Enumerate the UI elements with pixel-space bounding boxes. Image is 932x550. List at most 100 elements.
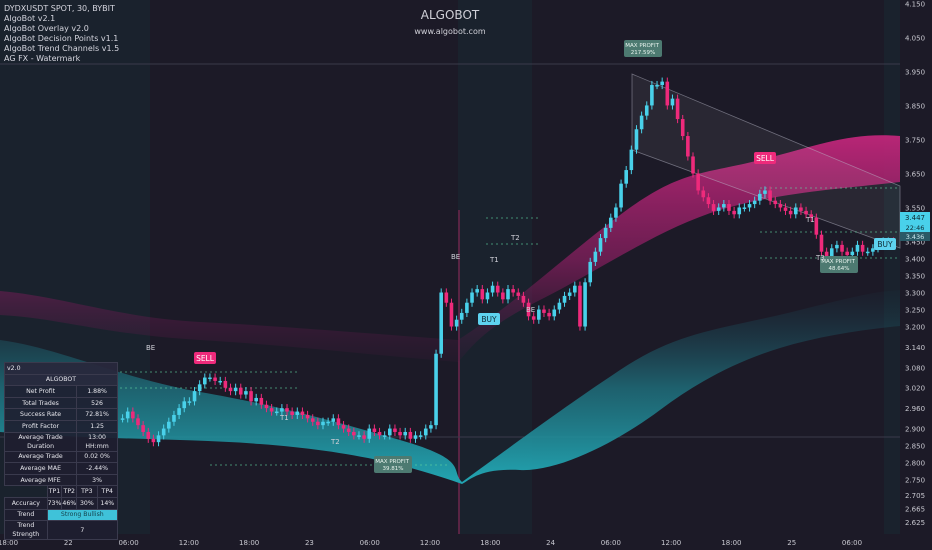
lower-band [0,290,900,484]
candle-bull [588,261,593,283]
candle-bear [732,210,736,215]
candle-bull [413,435,418,439]
price-tick-label: 2.750 [905,477,925,485]
candle-bull [208,377,212,380]
candle-bear [336,418,341,426]
candle-bear [449,302,454,327]
candle-bull [465,302,469,313]
candle-bull [752,200,757,205]
trend-value: Strong Bullish [46,508,119,522]
candle-bull [629,149,634,171]
accuracy-value: 73% [46,496,63,510]
candle-bull [244,391,248,395]
time-tick-label: 25 [787,539,796,547]
candle-bull [326,421,330,424]
time-tick-label: 06:00 [118,539,138,547]
candle-bull [537,309,541,320]
indicator-name[interactable]: AlgoBot v2.1 [4,14,56,23]
stats-label: Total Trades [3,396,78,410]
time-tick-label: 06:00 [601,539,621,547]
price-tick-label: 2.960 [905,405,925,413]
candle-bull [650,85,654,106]
candle-bull [233,387,238,392]
secondary-price-label: 3.436 [906,233,925,241]
candle-bull [655,85,659,87]
candle-bear [691,156,695,174]
candle-bull [490,285,495,293]
candle-bull [295,411,300,415]
indicator-name[interactable]: AlgoBot Trend Channels v1.5 [4,44,120,53]
time-tick-label: 18:00 [480,539,500,547]
buy-signal-badge [478,313,500,325]
candle-bull [603,227,608,239]
candle-bull [583,282,587,327]
target-label: T1 [489,256,499,264]
candle-bull [161,428,166,436]
candle-bull [598,238,603,252]
candle-bear [727,204,731,211]
candle-bull [562,295,567,303]
time-tick-label: 12:00 [661,539,681,547]
price-tick-label: 4.150 [905,0,925,8]
candle-bear [372,428,377,432]
stats-label: Trend Strength [4,520,48,541]
candle-bull [644,105,649,116]
price-tick-label: 3.400 [905,255,925,263]
time-tick-label: 18:00 [239,539,259,547]
candle-bull [608,217,613,228]
candle-bear [778,204,783,208]
candle-bear [845,251,849,256]
candle-bull [737,207,742,215]
candle-bull [871,248,875,252]
candle-bear [783,207,788,211]
candle-bull [619,183,623,208]
candle-bear [131,411,135,419]
candle-bear [213,377,217,381]
candle-bear [701,190,706,198]
indicator-name[interactable]: AlgoBot Decision Points v1.1 [4,34,119,43]
stats-value: 72.81% [76,408,118,421]
candle-bull [552,309,557,317]
indicator-name[interactable]: AG FX - Watermark [4,54,81,63]
candle-bear [300,411,305,415]
countdown-badge [900,223,930,232]
stats-label: Average MFE [3,473,78,487]
candle-bull [470,292,474,303]
candle-bull [192,391,197,402]
stats-label: Average MAE [3,462,78,475]
candle-bear [480,289,485,300]
candle-bear [511,289,515,293]
candle-bear [238,387,243,395]
tp-header: TP4 [96,485,119,498]
candle-bull [202,377,207,385]
time-tick-label: 12:00 [179,539,199,547]
trend-strength-value: 7 [46,520,119,541]
price-tick-label: 3.200 [905,324,925,332]
candle-bull [660,81,664,86]
time-tick-label: 22 [64,539,73,547]
candle-bull [835,244,839,249]
accuracy-value: 14% [96,496,119,510]
candle-bull [459,312,464,320]
candle-bear [768,190,772,201]
candle-bear [547,312,551,317]
candle-bear [665,81,670,106]
indicator-name[interactable]: AlgoBot Overlay v2.0 [4,24,89,33]
candle-bull [434,353,438,426]
candle-bear [341,425,346,429]
candle-bull [218,380,223,383]
time-tick-label: 06:00 [842,539,862,547]
sell-signal-label: SELL [196,354,215,363]
price-tick-label: 2.850 [905,443,925,451]
stats-label: Accuracy [4,496,48,510]
candle-bear [711,204,716,211]
candle-bear [316,421,320,426]
candle-bear [377,431,382,436]
trade-labels: BE BE BE T1 T2 T1 T2 T1 T3 [146,216,825,446]
signals: SELL BUY SELL BUY [194,152,896,364]
session-shade [884,0,900,534]
candle-bear [686,136,690,157]
candle-bear [788,210,793,215]
price-tick-label: 3.140 [905,344,925,352]
